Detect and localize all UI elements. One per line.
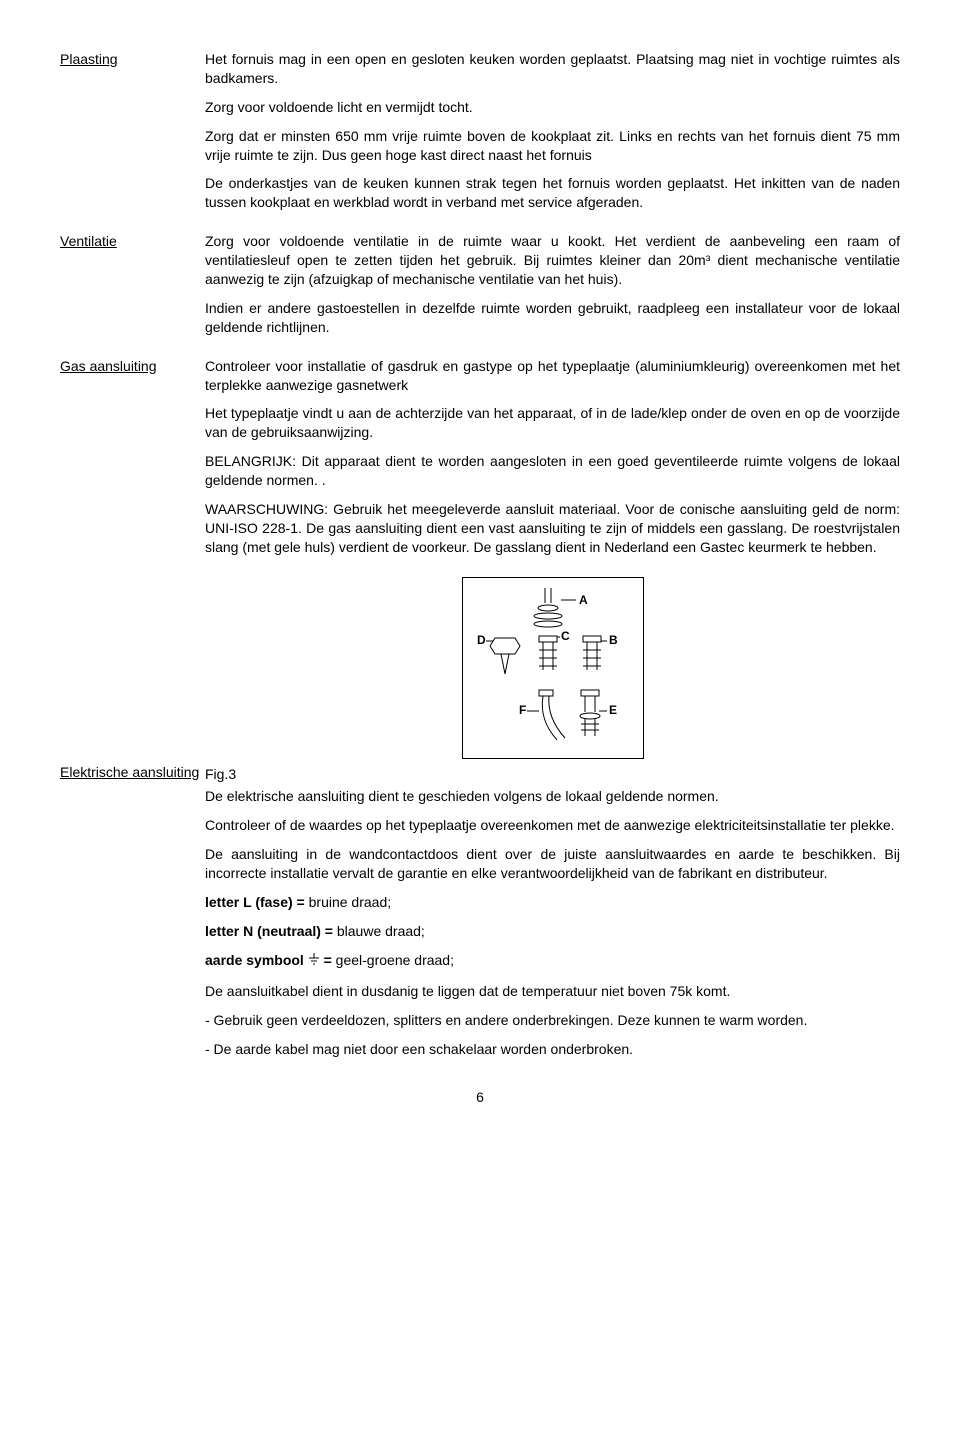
figure-container: A D C B F E: [205, 577, 900, 763]
section-plaatsing: Plaasting Het fornuis mag in een open en…: [60, 50, 900, 222]
section-ventilatie: Ventilatie Zorg voor voldoende ventilati…: [60, 232, 900, 346]
wire-earth-label: aarde symbool: [205, 952, 308, 968]
fig-label-e: E: [609, 703, 617, 717]
elektrisch-p3: De aansluiting in de wandcontactdoos die…: [205, 845, 900, 883]
heading-ventilatie: Ventilatie: [60, 232, 205, 346]
elektrisch-p4: De aansluitkabel dient in dusdanig te li…: [205, 982, 900, 1001]
fig-label-f: F: [519, 703, 526, 717]
fig-label-c: C: [561, 629, 570, 643]
fig-label-a: A: [579, 593, 588, 607]
gas-p3: BELANGRIJK: Dit apparaat dient te worden…: [205, 452, 900, 490]
figure-caption: Fig.3: [205, 765, 900, 784]
wire-n-val: blauwe draad;: [333, 923, 425, 939]
heading-elektrisch: Elektrische aansluiting: [60, 763, 205, 1069]
gas-p4: WAARSCHUWING: Gebruik het meegeleverde a…: [205, 500, 900, 557]
content-gas: Controleer voor installatie of gasdruk e…: [205, 357, 900, 567]
wire-earth-eq: =: [320, 952, 336, 968]
wire-l-val: bruine draad;: [305, 894, 391, 910]
wire-l-label: letter L (fase) =: [205, 894, 305, 910]
plaatsing-p3: Zorg dat er minsten 650 mm vrije ruimte …: [205, 127, 900, 165]
earth-symbol-icon: [308, 952, 320, 968]
ventilatie-p2: Indien er andere gastoestellen in dezelf…: [205, 299, 900, 337]
elektrisch-p6: - De aarde kabel mag niet door een schak…: [205, 1040, 900, 1059]
plaatsing-p4: De onderkastjes van de keuken kunnen str…: [205, 174, 900, 212]
content-ventilatie: Zorg voor voldoende ventilatie in de rui…: [205, 232, 900, 346]
ventilatie-p1: Zorg voor voldoende ventilatie in de rui…: [205, 232, 900, 289]
figure-3: A D C B F E: [205, 577, 900, 763]
elektrisch-p2: Controleer of de waardes op het typeplaa…: [205, 816, 900, 835]
content-plaatsing: Het fornuis mag in een open en gesloten …: [205, 50, 900, 222]
fig-label-d: D: [477, 633, 486, 647]
plaatsing-p2: Zorg voor voldoende licht en vermijdt to…: [205, 98, 900, 117]
elektrisch-p5: - Gebruik geen verdeeldozen, splitters e…: [205, 1011, 900, 1030]
figure-box: A D C B F E: [462, 577, 644, 759]
heading-plaatsing: Plaasting: [60, 50, 205, 222]
plaatsing-p1: Het fornuis mag in een open en gesloten …: [205, 50, 900, 88]
elektrisch-p1: De elektrische aansluiting dient te gesc…: [205, 787, 900, 806]
wire-n: letter N (neutraal) = blauwe draad;: [205, 922, 900, 941]
wire-earth-val: geel-groene draad;: [336, 952, 454, 968]
wire-earth: aarde symbool = geel-groene draad;: [205, 951, 900, 970]
wire-n-label: letter N (neutraal) =: [205, 923, 333, 939]
figure-diagram-icon: A D C B F E: [463, 578, 643, 758]
section-elektrisch: Elektrische aansluiting Fig.3 De elektri…: [60, 763, 900, 1069]
gas-p2: Het typeplaatje vindt u aan de achterzij…: [205, 404, 900, 442]
wire-l: letter L (fase) = bruine draad;: [205, 893, 900, 912]
gas-p1: Controleer voor installatie of gasdruk e…: [205, 357, 900, 395]
fig-label-b: B: [609, 633, 618, 647]
content-elektrisch: Fig.3 De elektrische aansluiting dient t…: [205, 763, 900, 1069]
section-gas: Gas aansluiting Controleer voor installa…: [60, 357, 900, 567]
heading-gas: Gas aansluiting: [60, 357, 205, 567]
page-number: 6: [60, 1088, 900, 1107]
